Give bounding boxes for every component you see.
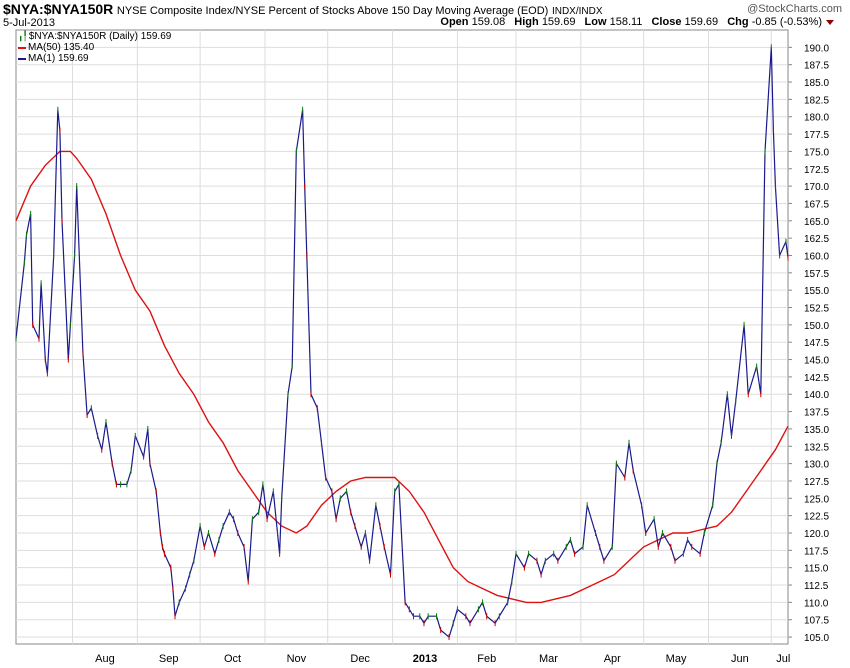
close-label: Close	[651, 16, 682, 28]
y-tick-label: 127.5	[804, 477, 829, 488]
bar-icon: ╻╿	[18, 31, 28, 41]
legend-price: ╻╿ $NYA:$NYA150R (Daily) 159.69	[18, 31, 172, 42]
x-tick-label: Feb	[477, 653, 496, 665]
ma50-swatch	[18, 46, 26, 49]
y-tick-label: 125.0	[804, 494, 829, 505]
y-tick-label: 165.0	[804, 217, 829, 228]
ma50-line	[15, 150, 789, 604]
x-tick-label: 2013	[413, 653, 437, 665]
y-tick-label: 105.0	[804, 633, 829, 644]
description: NYSE Composite Index/NYSE Percent of Sto…	[116, 5, 549, 17]
y-tick-label: 132.5	[804, 442, 829, 453]
quote-summary: Open 159.08 High 159.69 Low 158.11 Close…	[434, 16, 822, 28]
exchange: INDX/INDX	[551, 6, 603, 17]
y-tick-label: 112.5	[804, 581, 829, 592]
y-tick-label: 155.0	[804, 286, 829, 297]
x-tick-label: Oct	[224, 653, 241, 665]
y-tick-label: 180.0	[804, 113, 829, 124]
y-tick-label: 175.0	[804, 147, 829, 158]
high-label: High	[514, 16, 539, 28]
y-tick-label: 187.5	[804, 61, 829, 72]
chg-label: Chg	[727, 16, 749, 28]
y-tick-label: 162.5	[804, 234, 829, 245]
legend-ma50: MA(50) 135.40	[18, 42, 171, 53]
x-tick-label: Sep	[159, 653, 179, 665]
y-tick-label: 182.5	[804, 95, 829, 106]
x-tick-label: Nov	[287, 653, 307, 665]
y-tick-label: 145.0	[804, 356, 829, 367]
brand-label[interactable]: @StockCharts.com	[747, 3, 842, 15]
chart-title: $NYA:$NYA150R NYSE Composite Index/NYSE …	[3, 1, 603, 17]
x-tick-label: Jul	[776, 653, 790, 665]
low-label: Low	[584, 16, 607, 28]
y-tick-label: 120.0	[804, 529, 829, 540]
y-tick-label: 115.0	[804, 564, 829, 575]
close-value: 159.69	[684, 16, 719, 28]
low-value: 158.11	[609, 16, 643, 28]
y-tick-label: 167.5	[804, 199, 829, 210]
y-tick-label: 137.5	[804, 408, 829, 419]
ma1-swatch	[18, 57, 26, 60]
date-label: 5-Jul-2013	[3, 17, 55, 29]
y-tick-label: 107.5	[804, 616, 829, 627]
x-tick-label: Aug	[95, 653, 115, 665]
x-tick-label: Mar	[539, 653, 558, 665]
high-value: 159.69	[541, 16, 576, 28]
y-tick-label: 152.5	[804, 304, 829, 315]
y-tick-label: 110.0	[804, 598, 829, 609]
y-tick-label: 190.0	[804, 43, 829, 54]
y-tick-label: 160.0	[804, 251, 829, 262]
y-tick-label: 157.5	[804, 269, 829, 280]
chg-value: -0.85 (-0.53%)	[751, 16, 822, 28]
down-arrow-icon	[826, 20, 834, 25]
y-tick-label: 177.5	[804, 130, 829, 141]
y-tick-label: 172.5	[804, 165, 829, 176]
x-tick-label: May	[666, 653, 687, 665]
open-value: 159.08	[471, 16, 506, 28]
x-tick-label: Dec	[350, 653, 370, 665]
x-tick-label: Apr	[604, 653, 621, 665]
y-tick-label: 142.5	[804, 373, 829, 384]
y-tick-label: 147.5	[804, 338, 829, 349]
open-label: Open	[440, 16, 469, 28]
legend: ╻╿ $NYA:$NYA150R (Daily) 159.69 MA(50) 13…	[18, 31, 171, 64]
y-tick-label: 150.0	[804, 321, 829, 332]
y-tick-label: 185.0	[804, 78, 829, 89]
legend-ma1: MA(1) 159.69	[18, 53, 171, 64]
y-tick-label: 117.5	[804, 546, 829, 557]
y-tick-label: 170.0	[804, 182, 829, 193]
y-tick-label: 140.0	[804, 390, 829, 401]
y-tick-label: 135.0	[804, 425, 829, 436]
symbol: $NYA:$NYA150R	[3, 1, 114, 17]
y-tick-label: 130.0	[804, 460, 829, 471]
x-tick-label: Jun	[731, 653, 749, 665]
y-tick-label: 122.5	[804, 512, 829, 523]
